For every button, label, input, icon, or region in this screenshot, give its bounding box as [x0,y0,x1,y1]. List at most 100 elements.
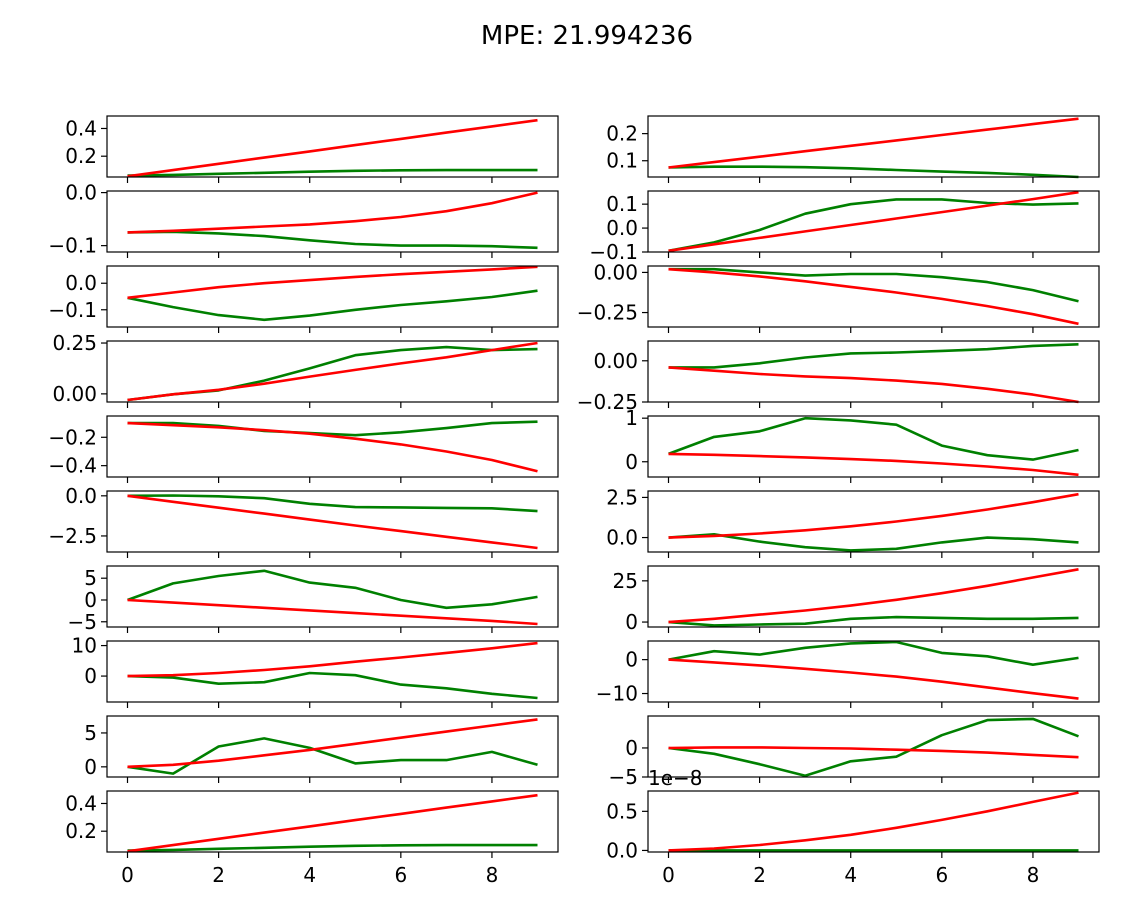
axes-frame [106,415,559,478]
y-tick-label: 0.2 [65,144,97,168]
y-tick-label: 0 [84,664,97,688]
axes-frame [106,340,559,403]
y-tick-label: −5 [68,610,97,634]
y-tick-label: 0.0 [606,526,638,550]
subplot-3-2: −0.25 0.00 [577,260,1100,333]
subplot-grid: 0.20.40.10.2−0.10.0−0.10.00.1−0.10.0−0.2… [48,115,1100,887]
y-tick-label: 0.4 [65,791,97,815]
subplot-10-1: 0 2 4 6 8 0.2 0.4 [65,790,559,887]
y-tick-label: 25 [613,569,638,593]
prediction-line [668,416,1079,461]
subplot-1-1: 0.20.4 [65,115,559,183]
subplot-3-1: −0.1 0.0 [48,265,559,333]
target-line [127,341,538,402]
y-tick-label: 0.1 [606,192,638,216]
subplot-5-2: 01 [625,406,1100,483]
axes-frame [647,490,1100,553]
y-tick-label: 0.4 [65,116,97,140]
y-tick-label: 5 [84,721,97,745]
subplot-8-1: 010 [72,634,559,708]
y-tick-label: 5 [84,566,97,590]
x-tick-label: 6 [394,863,407,887]
target-line [127,793,538,853]
prediction-line [127,843,538,852]
target-line [127,118,538,178]
subplot-6-2: 0.0 2.5 [606,485,1100,558]
target-line [127,421,538,473]
y-tick-label: 0 [625,450,638,474]
axes-frame [647,640,1100,703]
target-line [668,366,1079,404]
y-tick-label: −0.25 [577,301,638,325]
subplot-4-1: 0.00 0.25 [52,331,559,408]
subplot-7-2: 0 25 [613,565,1100,634]
axes-frame [106,640,559,703]
target-line [127,191,538,234]
y-tick-label: 0.00 [593,349,638,373]
subplot-5-1: −0.4 −0.2 [48,415,559,483]
prediction-line [668,198,1079,253]
y-tick-label: 0.2 [65,819,97,843]
y-tick-label: 0.00 [52,382,97,406]
axes-frame [647,265,1100,328]
y-tick-label: 0 [84,755,97,779]
subplot-8-2: −100 [596,640,1100,708]
y-tick-label: 0.0 [606,838,638,862]
y-tick-label: 0 [84,588,97,612]
x-tick-label: 2 [212,863,225,887]
x-tick-label: 8 [1027,863,1040,887]
y-tick-label: 0 [625,648,638,672]
target-line [668,117,1079,169]
y-tick-label: −2.5 [48,524,97,548]
subplot-6-1: −2.5 0.0 [48,484,559,558]
y-tick-label: −10 [596,682,638,706]
y-tick-label: 0.0 [606,216,638,240]
prediction-line [668,165,1079,179]
y-tick-label: 0.25 [52,331,97,355]
prediction-line [668,343,1079,369]
target-line [127,641,538,678]
prediction-line [127,737,538,775]
x-tick-label: 8 [486,863,499,887]
y-tick-label: −0.25 [577,390,638,414]
prediction-line [127,569,538,610]
axes-frame [647,115,1100,178]
axes-frame [106,265,559,328]
prediction-line [668,640,1079,667]
axes-frame [647,340,1100,403]
target-line [127,265,538,300]
axes-frame [647,565,1100,628]
y-tick-label: 0.0 [65,484,97,508]
target-line [668,452,1079,477]
prediction-line [668,615,1079,627]
y-tick-label: 0 [625,736,638,760]
axes-frame [106,715,559,778]
subplot-9-1: 05 [84,715,559,783]
prediction-line [127,289,538,322]
subplot-2-2: −0.10.00.1 [589,190,1100,264]
target-line [668,568,1079,624]
y-tick-label: −0.2 [48,425,97,449]
y-tick-label: −5 [609,765,638,789]
axes-frame [106,790,559,853]
prediction-line [127,671,538,700]
x-tick-label: 6 [935,863,948,887]
axes-frame [647,790,1100,853]
y-tick-label: −0.1 [48,234,97,258]
target-line [127,494,538,550]
y-tick-label: −0.4 [48,454,97,478]
axes-frame [106,190,559,253]
axes-frame [106,565,559,628]
x-tick-label: 0 [121,863,134,887]
target-line [668,190,1079,253]
prediction-line [127,420,538,437]
subplot-2-1: −0.1 0.0 [48,181,559,258]
y-tick-label: 0 [625,610,638,634]
prediction-line [668,267,1079,303]
x-tick-label: 0 [662,863,675,887]
y-tick-label: −0.1 [589,240,638,264]
subplot-1-2: 0.10.2 [606,115,1100,183]
axes-frame [106,490,559,553]
y-tick-label: −0.1 [48,298,97,322]
